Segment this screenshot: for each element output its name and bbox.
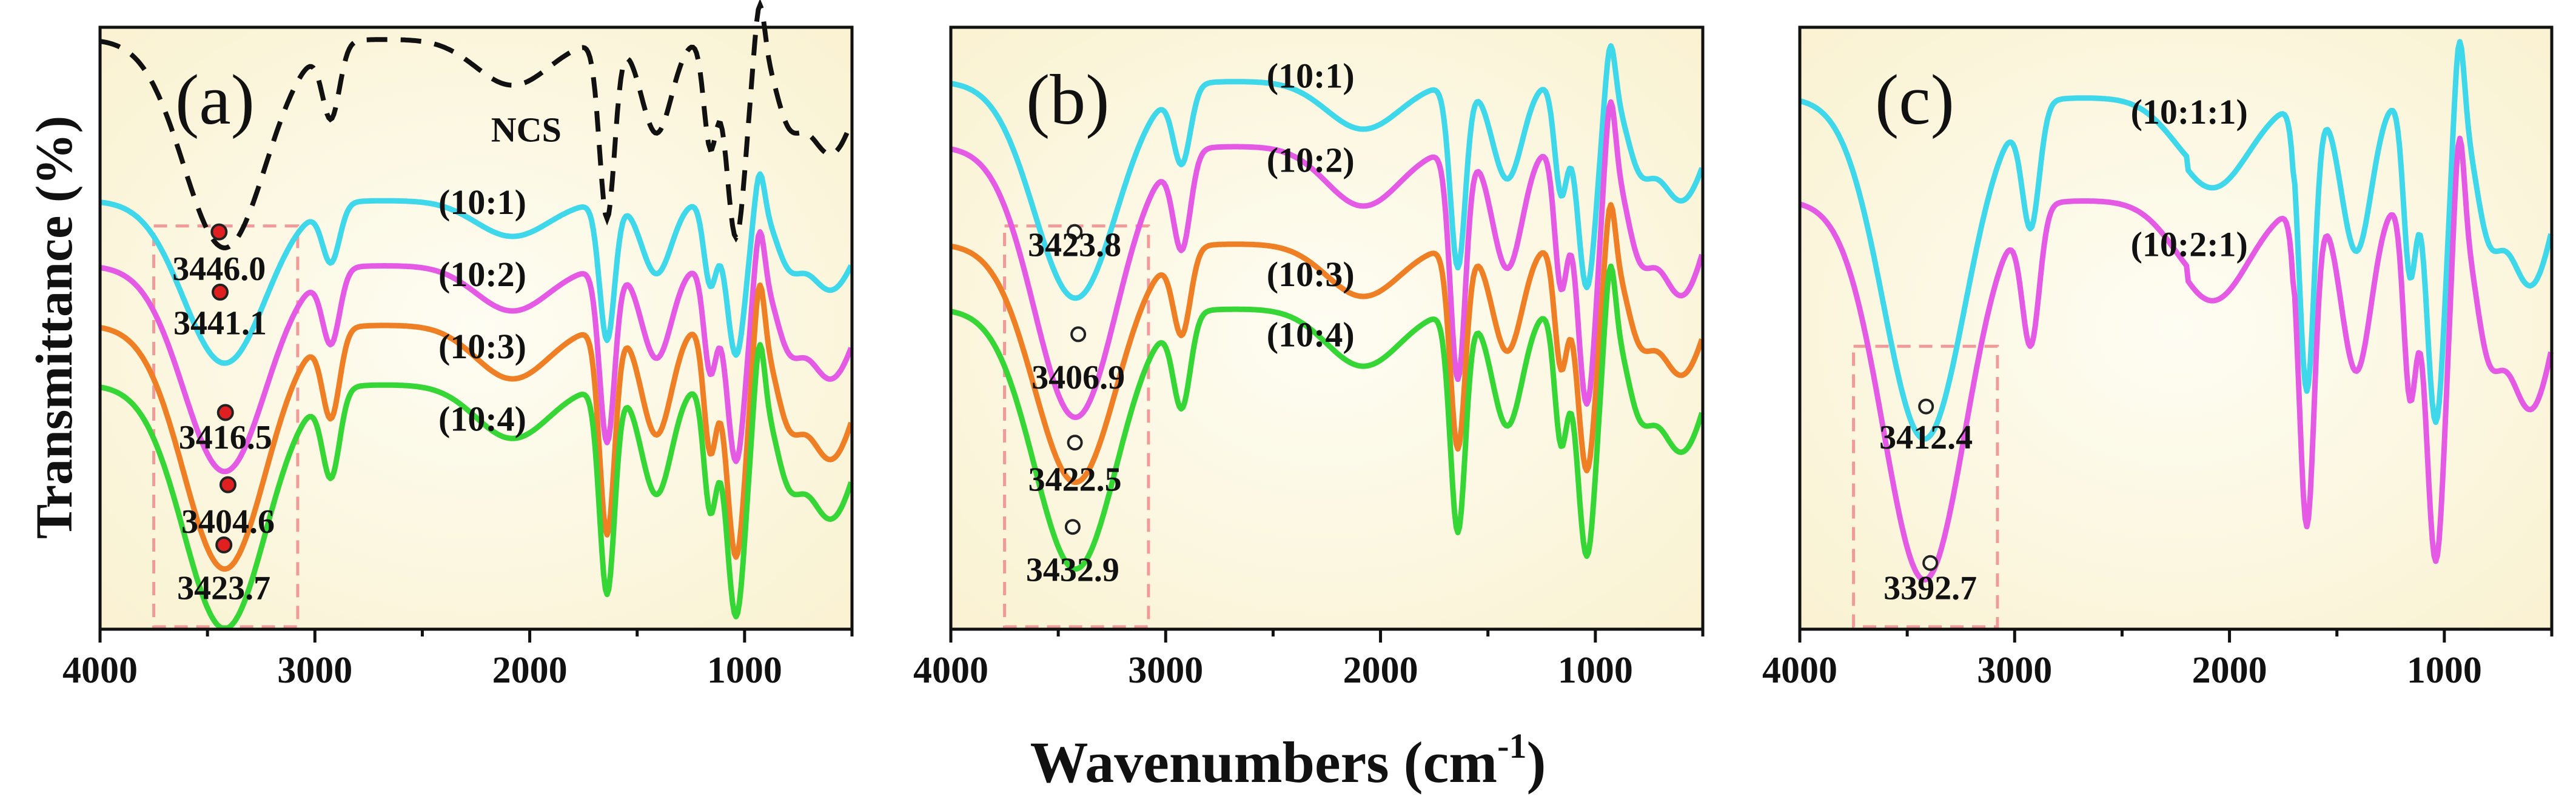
- axes-frame: [1798, 25, 2554, 631]
- peak-marker: [210, 223, 228, 241]
- series-line-magenta: [99, 229, 854, 475]
- series-line-magenta: [950, 99, 1705, 420]
- x-tick-label: 4000: [62, 650, 138, 691]
- series-label: (10:3): [1267, 255, 1355, 294]
- x-tick-label: 2000: [2192, 650, 2267, 691]
- x-axis-title-sup: -1: [1497, 726, 1526, 766]
- panel-b: (10:1) (10:2) (10:3) (10:4) (b) 3423.8 3406.9 3…: [913, 25, 1705, 691]
- peak-marker: [1070, 326, 1087, 342]
- series-label: (10:1:1): [2131, 92, 2248, 132]
- panel-letter: (a): [175, 60, 255, 139]
- peak-marker: [212, 283, 229, 301]
- x-tick-label: 3000: [1977, 650, 2052, 691]
- peak-marker: [215, 536, 233, 553]
- panel-a: NCS (10:1) (10:2) (10:3) (10:4) (a) 3446.0 3441…: [62, 0, 854, 691]
- series-label: (10:2:1): [2131, 224, 2248, 264]
- x-tick-label: 2000: [1343, 650, 1418, 691]
- peak-marker: [216, 404, 234, 421]
- series-line-orange: [950, 202, 1705, 486]
- x-axis-title-main: Wavenumbers (cm: [1030, 730, 1498, 795]
- peak-marker: [1067, 224, 1083, 240]
- panel-c: (10:1:1) (10:2:1) (c) 3412.4 3392.7 4000 3000 2…: [1762, 25, 2554, 691]
- x-axis-title: Wavenumbers (cm-1): [1030, 726, 1546, 795]
- series-line-orange: [99, 282, 854, 572]
- x-tick-label: 1000: [707, 650, 782, 691]
- peak-label: 3392.7: [1883, 569, 1977, 607]
- peak-marker: [1067, 435, 1083, 451]
- series-line-cyan: [950, 43, 1705, 301]
- series-label: (10:2): [438, 255, 526, 294]
- peak-label: 3406.9: [1031, 359, 1125, 396]
- peak-marker: [1064, 519, 1081, 535]
- x-tick-label: 3000: [1128, 650, 1203, 691]
- peak-label: 3416.5: [179, 419, 272, 456]
- x-tick-label: 1000: [1558, 650, 1633, 691]
- highlight-box: [1852, 344, 1999, 629]
- peak-marker: [219, 476, 236, 493]
- axes-frame: [98, 25, 854, 631]
- panel-letter: (c): [1875, 60, 1954, 139]
- series-line-ncs: [99, 0, 854, 250]
- series-label: (10:1): [1267, 56, 1355, 95]
- peak-label: 3446.0: [172, 250, 266, 288]
- peak-label: 3412.4: [1879, 419, 1973, 456]
- series-label: (10:4): [438, 399, 526, 438]
- x-tick-label: 3000: [277, 650, 352, 691]
- x-axis-title-end: ): [1526, 730, 1546, 795]
- peak-marker: [1918, 398, 1934, 415]
- series-label: (10:3): [438, 327, 526, 366]
- series-line-green: [950, 263, 1705, 572]
- axes-frame: [949, 25, 1705, 631]
- x-tick-label: 2000: [492, 650, 568, 691]
- series-label: (10:4): [1267, 315, 1355, 354]
- x-tick-label: 4000: [1762, 650, 1837, 691]
- panel-letter: (b): [1026, 60, 1110, 139]
- x-tick-label: 1000: [2407, 650, 2482, 691]
- y-axis-title: Transmittance (%): [25, 116, 83, 539]
- series-line-cyan: [1799, 39, 2554, 442]
- series-label: NCS: [491, 110, 562, 150]
- series-label: (10:2): [1267, 140, 1355, 179]
- peak-label: 3423.7: [177, 569, 270, 607]
- x-tick-label: 4000: [913, 650, 988, 691]
- peak-label: 3404.6: [181, 503, 275, 541]
- peak-label: 3422.5: [1028, 461, 1122, 499]
- series-label: (10:1): [438, 182, 526, 222]
- series-line-cyan: [99, 171, 854, 366]
- peak-marker: [1922, 555, 1939, 571]
- peak-label: 3441.1: [173, 304, 267, 342]
- series-line-magenta: [1799, 135, 2554, 583]
- peak-label: 3432.9: [1026, 552, 1119, 589]
- peak-label: 3423.8: [1028, 226, 1121, 264]
